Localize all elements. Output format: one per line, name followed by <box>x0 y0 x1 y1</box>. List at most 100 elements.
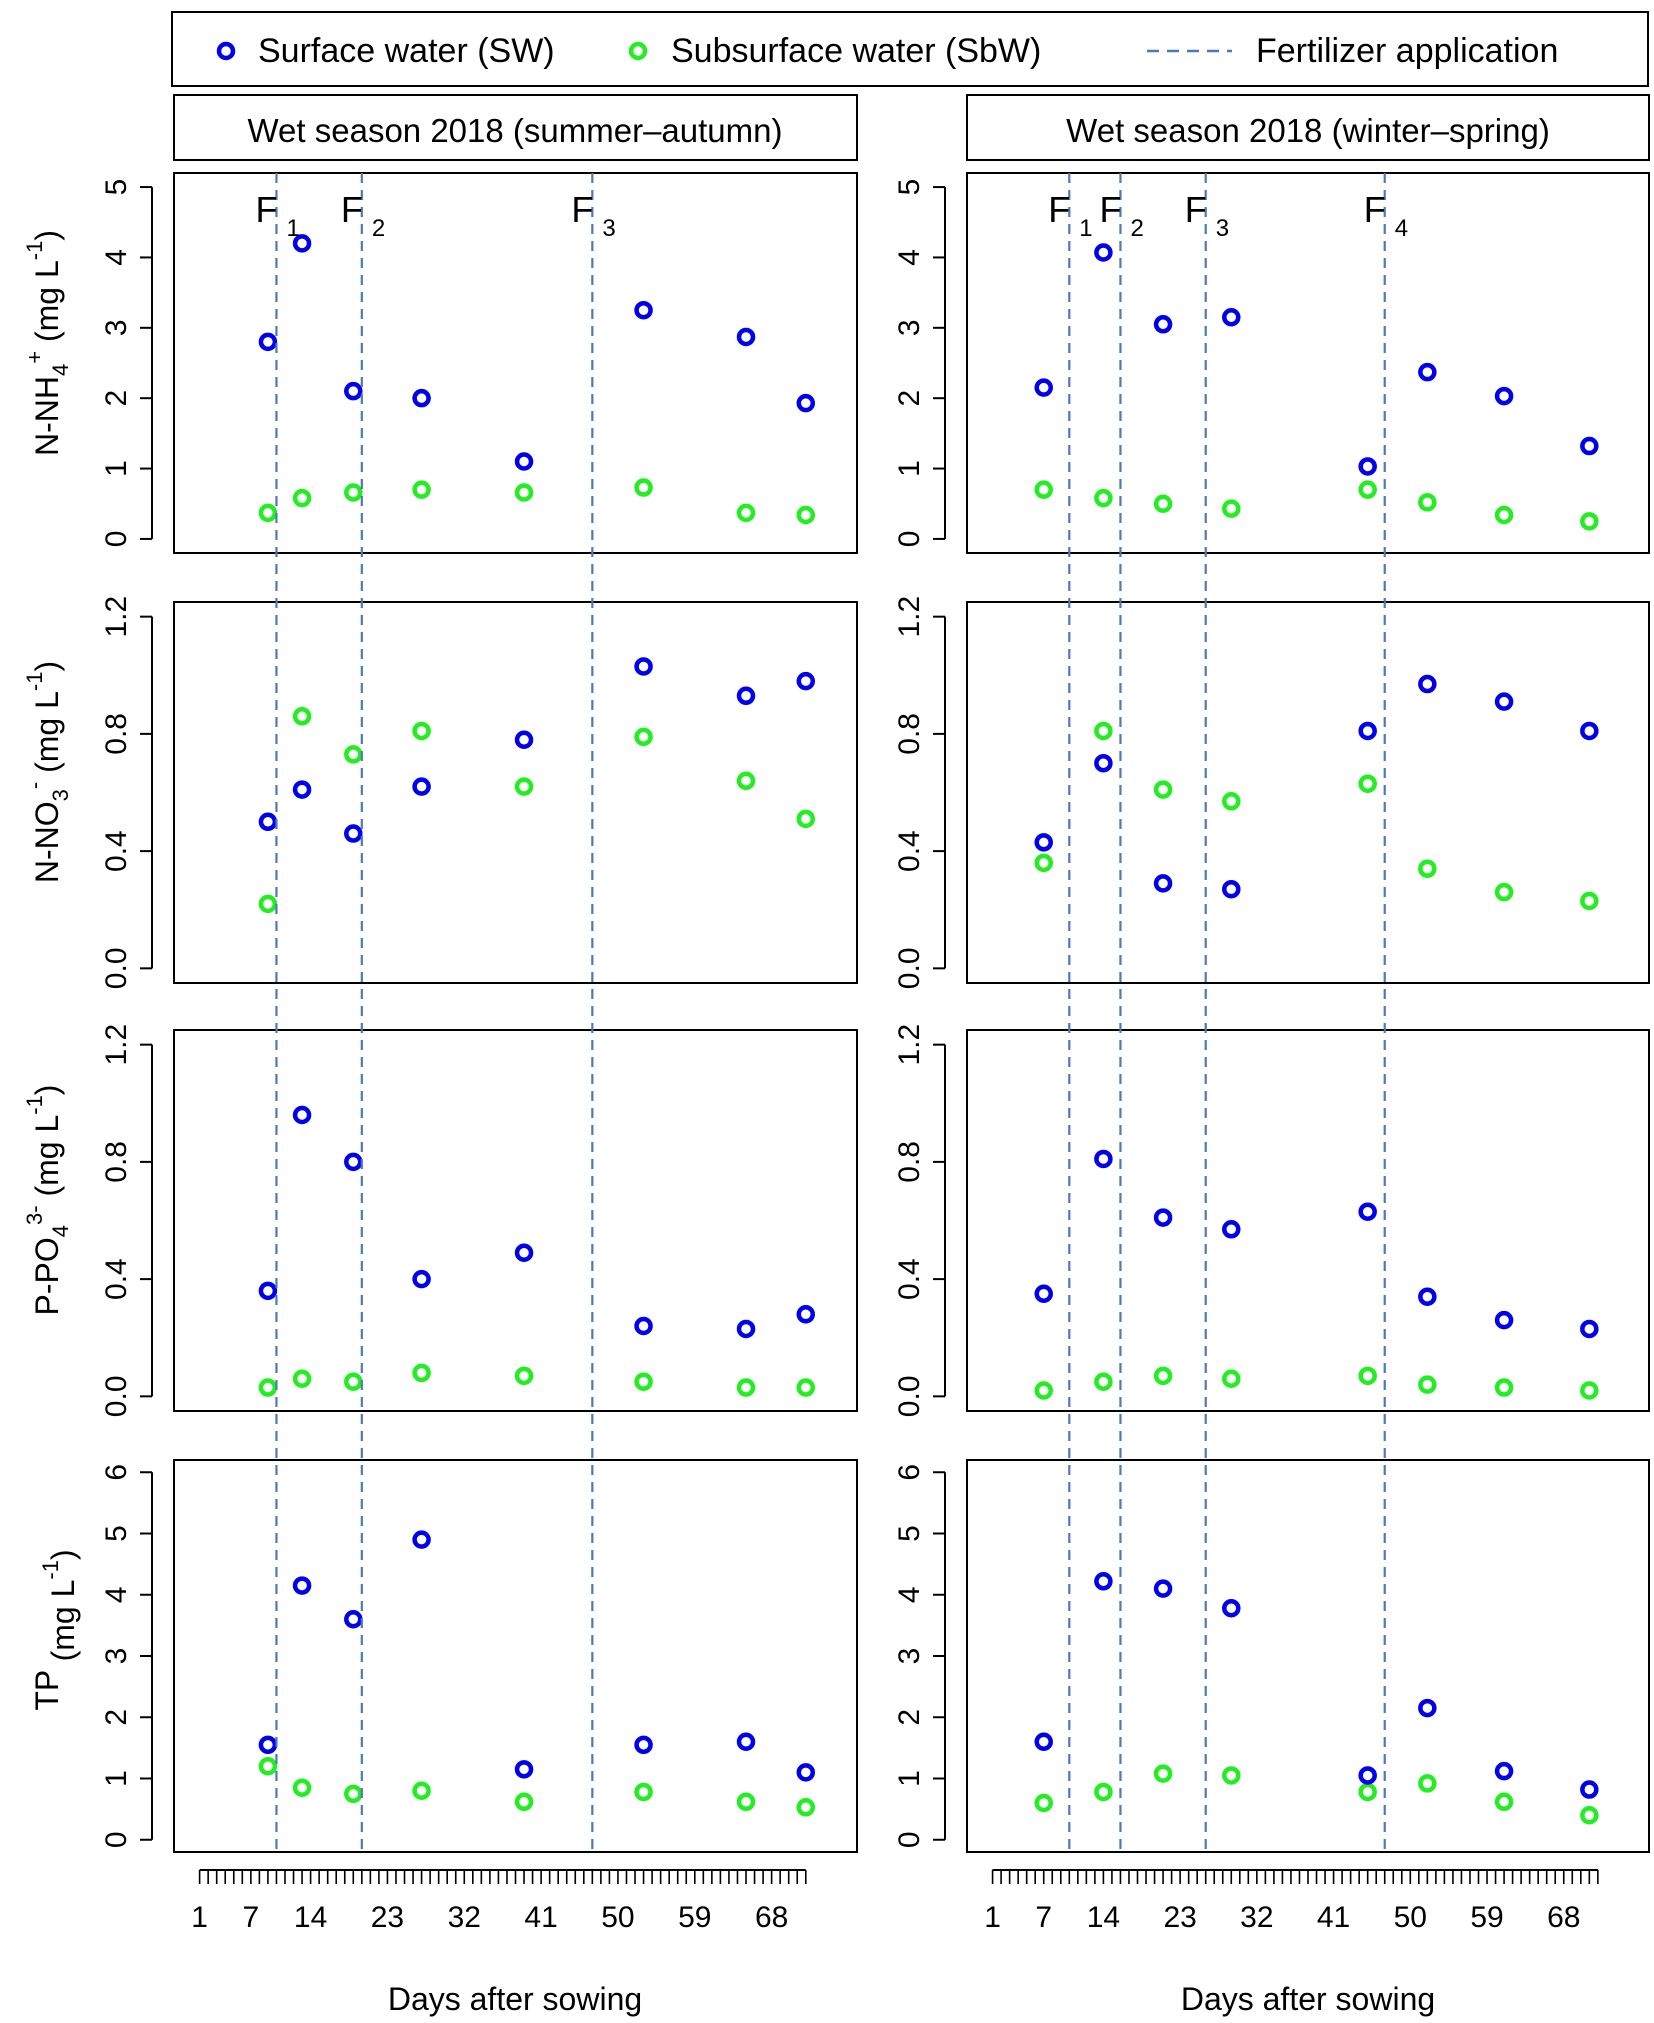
fertilizer-label: F <box>1364 189 1386 230</box>
y-tick-label: 0.0 <box>893 947 926 989</box>
sw-point <box>1580 721 1599 741</box>
sw-point <box>1034 833 1053 852</box>
sbw-point <box>1358 1782 1377 1802</box>
x-tick-label: 50 <box>601 1901 634 1934</box>
sbw-point <box>292 488 312 508</box>
sw-point <box>1153 874 1173 893</box>
ylabel-3-unit: (mg L <box>45 1580 81 1671</box>
sw-point <box>1094 753 1113 773</box>
sw-point <box>292 234 312 253</box>
ylabel-3-close: ) <box>45 1549 81 1560</box>
sw-point <box>344 1152 363 1172</box>
sw-point <box>1094 1572 1113 1591</box>
sbw-point <box>344 1784 363 1804</box>
sbw-point <box>1153 1764 1173 1783</box>
legend-fertilizer-label: Fertilizer application <box>1256 32 1558 70</box>
sbw-point <box>1580 1806 1599 1825</box>
sbw-point <box>1418 1774 1437 1793</box>
legend-sw-marker <box>216 41 236 61</box>
sw-point <box>1094 243 1113 262</box>
fertilizer-label-sub: 2 <box>1130 215 1143 242</box>
sw-point <box>292 1105 312 1125</box>
sw-point <box>1418 362 1437 382</box>
legend: Surface water (SW) Subsurface water (SbW… <box>171 11 1649 87</box>
sw-point <box>412 388 431 408</box>
sw-point <box>1580 1780 1599 1799</box>
sbw-point <box>344 745 363 764</box>
ylabel-1-unit-sup: -1 <box>22 672 47 692</box>
sbw-point <box>1358 480 1377 499</box>
sbw-point <box>258 894 278 914</box>
sw-point <box>796 1305 816 1324</box>
sbw-point <box>736 503 756 523</box>
y-tick-label: 5 <box>100 1525 133 1542</box>
sbw-point <box>1494 505 1514 525</box>
y-tick-label: 5 <box>893 1525 926 1542</box>
xlabel-right: Days after sowing <box>1181 1981 1435 2017</box>
sw-point <box>1222 308 1241 327</box>
sw-point <box>1222 1220 1241 1239</box>
sbw-point <box>1094 1782 1113 1802</box>
y-tick-label: 1.2 <box>893 596 926 638</box>
sbw-point <box>514 483 534 502</box>
x-tick-label: 23 <box>371 1901 404 1934</box>
y-tick-label: 0.0 <box>100 947 133 989</box>
fertilizer-label-sub: 4 <box>1395 215 1408 242</box>
sbw-point <box>514 777 534 796</box>
x-tick-label: 68 <box>755 1901 788 1934</box>
sw-point <box>1418 1698 1437 1718</box>
sbw-point <box>412 1781 431 1800</box>
sbw-point <box>736 771 756 791</box>
legend-sw-label: Surface water (SW) <box>258 32 555 70</box>
y-tick-label: 4 <box>893 249 926 266</box>
y-tick-label: 0.8 <box>893 713 926 755</box>
sw-point <box>736 1319 756 1339</box>
ylabel-row-2: P-PO43- (mg L-1) <box>22 1085 73 1316</box>
y-tick-label: 0.4 <box>893 1258 926 1300</box>
legend-sbw-marker <box>628 41 648 61</box>
sw-point <box>1358 1202 1377 1221</box>
sbw-point <box>258 1757 278 1776</box>
sbw-point <box>412 721 431 741</box>
sw-point <box>412 1530 431 1549</box>
sbw-point <box>1222 499 1241 518</box>
sw-point <box>1494 1761 1514 1781</box>
legend-sbw-label: Subsurface water (SbW) <box>671 32 1041 70</box>
sw-point <box>634 1735 653 1755</box>
sw-point <box>1494 692 1514 711</box>
sw-point <box>412 1269 431 1289</box>
y-tick-label: 0.8 <box>893 1141 926 1183</box>
ylabel-row-0: N-NH4+ (mg L-1) <box>22 230 73 456</box>
sw-point <box>344 381 363 401</box>
plot-box-p1-r1 <box>966 601 1650 984</box>
fertilizer-label: F <box>255 189 277 230</box>
y-tick-label: 2 <box>100 390 133 407</box>
sw-point <box>1580 1319 1599 1339</box>
sw-point <box>796 1763 816 1782</box>
sw-point <box>514 1760 534 1779</box>
sbw-point <box>1580 1381 1599 1400</box>
sbw-point <box>344 483 363 502</box>
panel-title-left: Wet season 2018 (summer–autumn) <box>248 112 783 149</box>
ylabel-1-close: ) <box>29 661 65 672</box>
panel-title-box-right <box>966 94 1650 161</box>
ylabel-0-sup: + <box>22 351 47 364</box>
sbw-point <box>258 503 278 523</box>
y-tick-label: 4 <box>100 249 133 266</box>
sw-point <box>1034 1732 1053 1751</box>
y-tick-label: 6 <box>100 1464 133 1481</box>
y-tick-label: 6 <box>893 1464 926 1481</box>
svg-text:P-PO43- (mg L-1): P-PO43- (mg L-1) <box>22 1085 73 1316</box>
x-tick-label: 59 <box>678 1901 711 1934</box>
sw-point <box>1358 721 1377 741</box>
sw-point <box>1222 879 1241 899</box>
sw-point <box>1580 436 1599 456</box>
sbw-point <box>1034 480 1053 499</box>
sbw-point <box>634 1372 653 1391</box>
plot-box-p0-r3 <box>173 1459 858 1853</box>
y-tick-label: 0 <box>893 1831 926 1848</box>
y-tick-label: 2 <box>893 390 926 407</box>
sbw-point <box>1222 1369 1241 1389</box>
